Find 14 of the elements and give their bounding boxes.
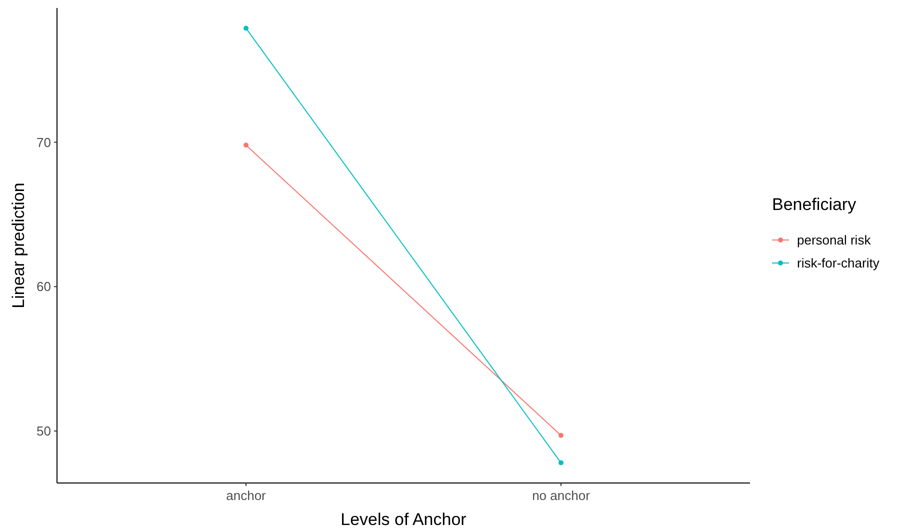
point xyxy=(244,142,248,148)
y-tick-label: 50 xyxy=(36,424,51,439)
point xyxy=(558,432,564,438)
legend-label: personal risk xyxy=(797,232,872,248)
x-tick-label: anchor xyxy=(226,488,267,503)
x-tick-label: no anchor xyxy=(532,488,591,503)
point xyxy=(244,26,248,31)
legend-label: risk-for-charity xyxy=(797,256,880,271)
y-tick-label: 60 xyxy=(36,279,51,294)
y-axis-title: Linear prediction xyxy=(9,182,28,308)
legend-title: Beneficiary xyxy=(772,195,857,214)
point xyxy=(558,460,564,466)
x-axis-title: Levels of Anchor xyxy=(340,510,467,529)
y-tick-label: 70 xyxy=(36,134,51,150)
